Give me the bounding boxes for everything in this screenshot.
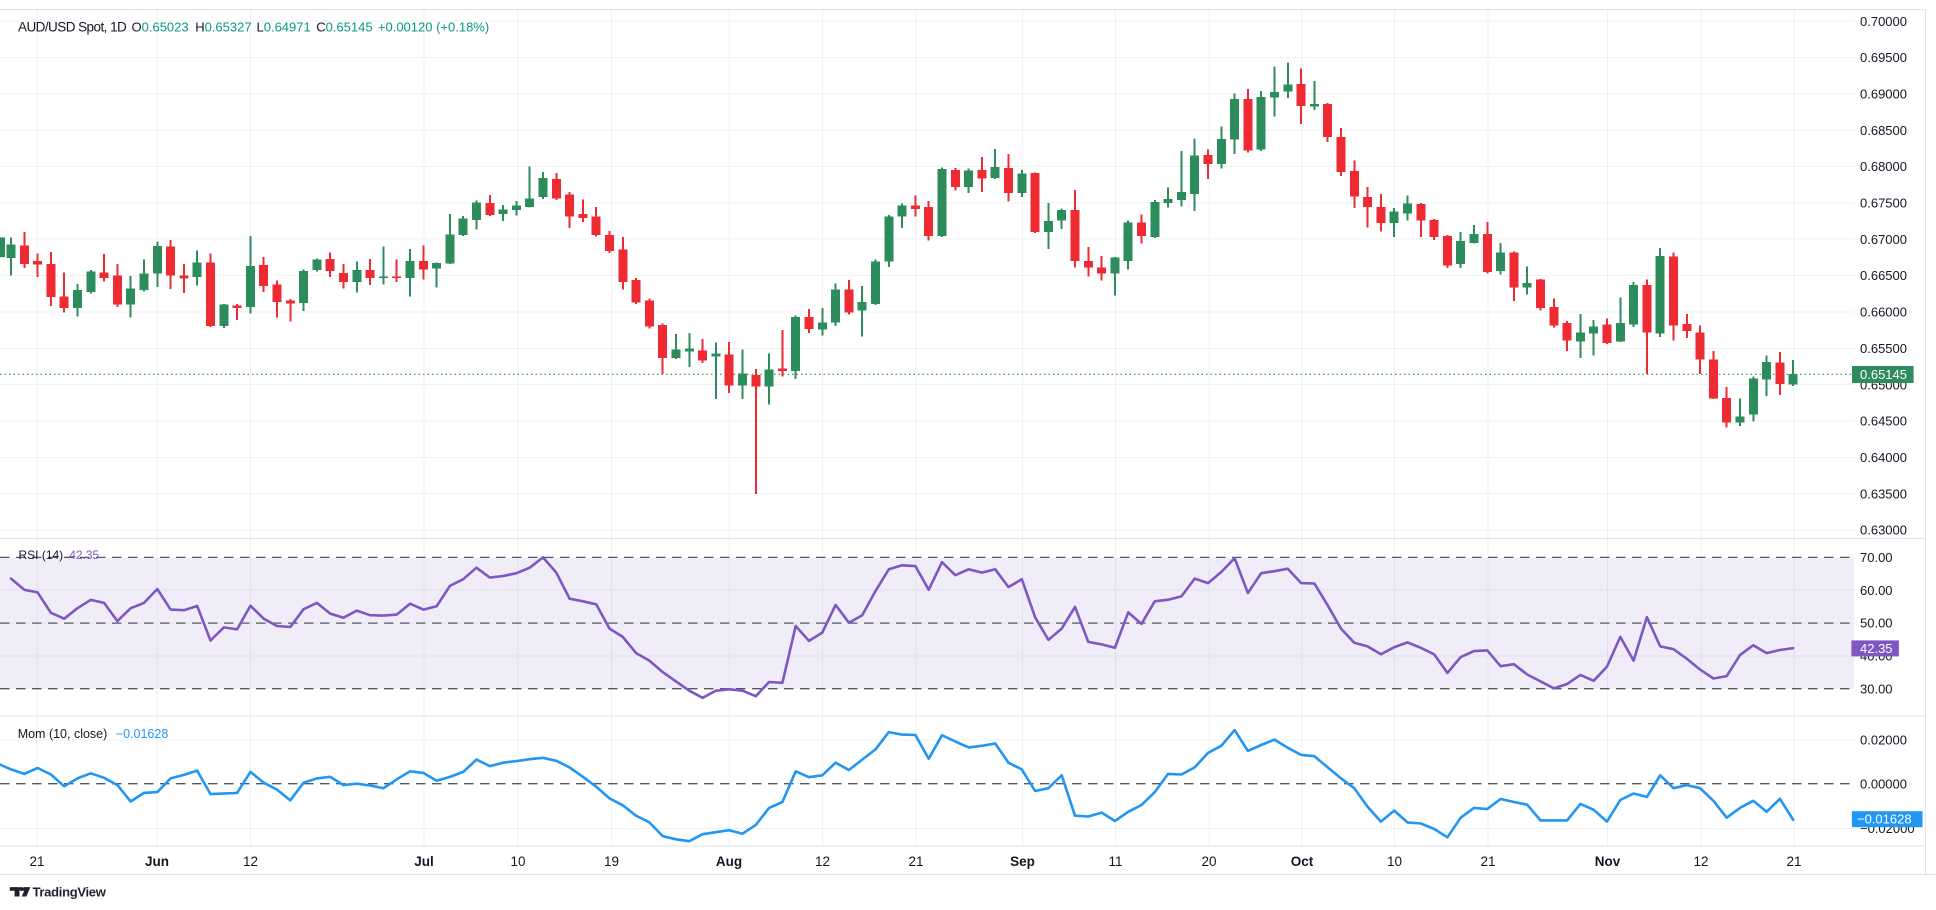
svg-text:+0.00120 (+0.18%): +0.00120 (+0.18%) [378,20,489,35]
svg-text:11: 11 [1108,854,1122,869]
svg-text:Aug: Aug [716,854,742,869]
svg-text:0.63000: 0.63000 [1860,523,1907,538]
svg-text:H0.65327: H0.65327 [195,20,251,35]
svg-text:0.66500: 0.66500 [1860,268,1907,283]
svg-text:Jun: Jun [145,854,169,869]
svg-text:21: 21 [908,854,923,869]
svg-text:12: 12 [1693,854,1708,869]
svg-text:O0.65023: O0.65023 [132,20,189,35]
svg-text:Nov: Nov [1595,854,1621,869]
svg-text:0.68000: 0.68000 [1860,159,1907,174]
svg-text:0.66000: 0.66000 [1860,305,1907,320]
svg-text:RSI (14): RSI (14) [19,548,64,562]
svg-text:−0.01628: −0.01628 [1857,812,1912,827]
svg-text:C0.65145: C0.65145 [316,20,372,35]
svg-text:0.64500: 0.64500 [1860,414,1907,429]
svg-text:20: 20 [1201,854,1216,869]
svg-text:0.69500: 0.69500 [1860,50,1907,65]
svg-text:42.35: 42.35 [1860,641,1893,656]
svg-text:19: 19 [604,854,619,869]
svg-text:0.64000: 0.64000 [1860,450,1907,465]
svg-text:0.67500: 0.67500 [1860,196,1907,211]
svg-text:42.35: 42.35 [69,548,99,562]
svg-text:0.69000: 0.69000 [1860,87,1907,102]
svg-text:10: 10 [1387,854,1402,869]
svg-text:50.00: 50.00 [1860,616,1893,631]
svg-text:0.65145: 0.65145 [1860,367,1907,382]
svg-text:AUD/USD Spot, 1D: AUD/USD Spot, 1D [18,20,127,35]
svg-text:L0.64971: L0.64971 [257,20,311,35]
svg-text:70.00: 70.00 [1860,550,1893,565]
svg-text:0.67000: 0.67000 [1860,232,1907,247]
svg-text:30.00: 30.00 [1860,681,1893,696]
svg-text:0.02000: 0.02000 [1860,732,1907,747]
svg-text:−0.01628: −0.01628 [116,727,169,741]
svg-text:0.70000: 0.70000 [1860,14,1907,29]
svg-text:Sep: Sep [1010,854,1035,869]
svg-text:60.00: 60.00 [1860,583,1893,598]
svg-text:21: 21 [29,854,44,869]
svg-text:10: 10 [510,854,525,869]
svg-text:21: 21 [1786,854,1801,869]
svg-text:21: 21 [1480,854,1495,869]
svg-text:0.65500: 0.65500 [1860,341,1907,356]
svg-text:0.68500: 0.68500 [1860,123,1907,138]
svg-text:0.00000: 0.00000 [1860,776,1907,791]
svg-text:12: 12 [815,854,830,869]
svg-text:Jul: Jul [414,854,434,869]
svg-text:Oct: Oct [1291,854,1314,869]
svg-text:0.63500: 0.63500 [1860,486,1907,501]
svg-text:TradingView: TradingView [33,885,107,900]
svg-text:Mom (10, close): Mom (10, close) [18,727,108,741]
svg-text:12: 12 [243,854,258,869]
